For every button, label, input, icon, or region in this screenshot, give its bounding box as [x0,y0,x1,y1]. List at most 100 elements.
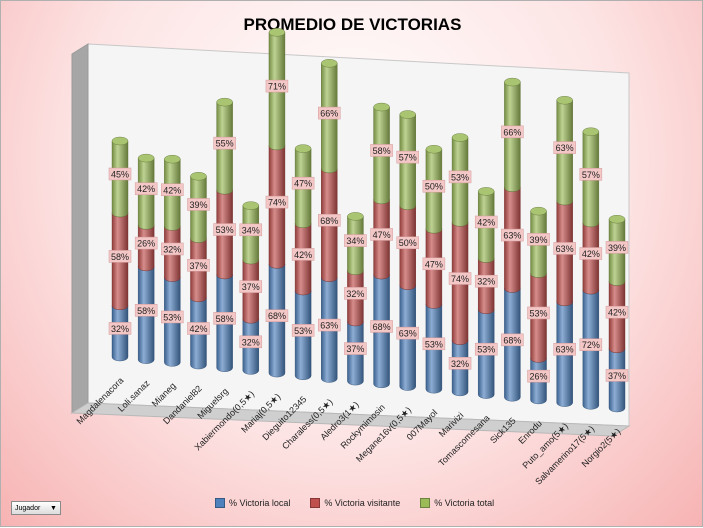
svg-text:57%: 57% [582,170,600,180]
legend-item: % Victoria visitante [310,498,400,508]
svg-text:66%: 66% [320,109,338,119]
svg-text:68%: 68% [373,322,391,332]
data-label: 53% [291,324,315,337]
svg-text:63%: 63% [556,244,574,254]
data-label: 63% [501,228,524,242]
svg-text:58%: 58% [373,146,391,156]
data-label: 42% [161,183,184,197]
svg-text:53%: 53% [294,326,312,336]
svg-text:42%: 42% [294,250,312,260]
legend-item: % Victoria local [215,498,290,508]
data-label: 72% [579,338,603,351]
chart-title: PROMEDIO DE VICTORIAS [243,15,462,34]
data-label: 42% [187,322,210,335]
data-label: 53% [448,170,472,184]
svg-text:37%: 37% [346,344,364,354]
svg-text:74%: 74% [451,274,469,284]
svg-text:32%: 32% [477,277,495,287]
data-label: 66% [501,125,524,139]
data-label: 50% [396,236,419,249]
data-label: 68% [370,320,393,333]
data-label: 37% [239,280,263,293]
svg-text:39%: 39% [530,235,548,245]
legend: % Victoria local % Victoria visitante % Vi… [215,498,494,508]
svg-text:42%: 42% [163,185,181,195]
legend-label: % Victoria local [229,498,291,508]
svg-text:47%: 47% [425,259,443,269]
svg-text:53%: 53% [425,339,443,349]
data-label: 26% [527,369,550,383]
data-label: 26% [134,236,158,250]
data-label: 63% [553,242,576,255]
data-label: 42% [474,215,498,229]
data-label: 58% [134,304,158,317]
data-label: 53% [213,223,236,236]
data-label: 37% [344,342,367,355]
data-label: 50% [422,179,446,193]
data-label: 47% [370,228,393,241]
data-label: 42% [134,182,158,195]
data-label: 57% [396,150,419,164]
svg-text:42%: 42% [582,249,600,259]
data-label: 42% [605,305,629,319]
data-label: 58% [213,312,236,325]
svg-text:34%: 34% [346,236,364,246]
svg-text:39%: 39% [608,243,626,253]
legend-item: % Victoria total [420,498,494,508]
data-label: 37% [187,259,210,272]
svg-text:39%: 39% [189,200,207,210]
dropdown-arrow-icon: ▼ [50,505,57,512]
svg-text:32%: 32% [163,244,181,254]
data-label: 42% [579,247,603,260]
data-label: 34% [239,223,263,237]
svg-text:68%: 68% [268,311,286,321]
data-label: 32% [344,287,367,300]
data-label: 45% [108,167,132,181]
svg-text:68%: 68% [503,335,521,345]
data-label: 53% [422,337,446,351]
data-label: 71% [265,79,289,93]
data-label: 63% [553,141,576,154]
data-label: 68% [318,214,341,227]
svg-text:53%: 53% [216,225,234,235]
data-label: 53% [474,342,498,356]
data-label: 55% [213,136,236,150]
svg-text:55%: 55% [216,139,234,149]
svg-text:63%: 63% [399,329,417,339]
svg-text:32%: 32% [451,359,469,369]
svg-text:63%: 63% [320,321,338,331]
svg-text:68%: 68% [320,216,338,226]
svg-text:58%: 58% [216,314,234,324]
svg-text:50%: 50% [399,238,417,248]
legend-swatch [215,498,225,508]
svg-text:58%: 58% [111,252,129,262]
svg-text:37%: 37% [608,371,626,381]
field-filter-button[interactable]: Jugador ▼ [11,501,61,515]
data-label: 63% [318,318,341,332]
data-label: 32% [239,335,263,349]
data-label: 42% [291,248,315,261]
data-label: 39% [187,198,210,211]
data-label: 68% [501,333,524,347]
data-label: 58% [108,250,132,263]
svg-text:26%: 26% [137,239,155,249]
svg-text:57%: 57% [399,153,417,163]
data-label: 32% [448,357,472,370]
svg-text:47%: 47% [373,230,391,240]
svg-text:72%: 72% [582,340,600,350]
field-filter-label: Jugador [15,504,41,512]
data-label: 53% [161,310,184,324]
svg-text:32%: 32% [242,337,260,347]
svg-text:42%: 42% [608,308,626,318]
data-label: 32% [474,274,498,288]
data-label: 39% [605,241,629,254]
svg-text:58%: 58% [137,306,155,316]
svg-text:53%: 53% [451,172,469,182]
data-label: 57% [579,168,603,181]
svg-text:63%: 63% [556,143,574,153]
svg-text:42%: 42% [189,324,207,334]
svg-text:34%: 34% [242,225,260,235]
data-label: 74% [265,195,289,209]
